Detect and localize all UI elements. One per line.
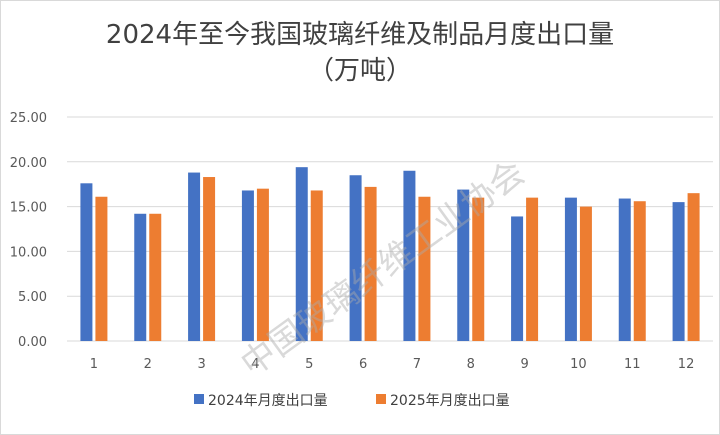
x-tick-label: 3 xyxy=(197,357,205,372)
x-tick-label: 10 xyxy=(570,357,587,372)
bar-2024 xyxy=(134,213,147,341)
bar-2025 xyxy=(526,197,539,341)
legend-label-2024: 2024年月度出口量 xyxy=(208,393,328,409)
bar-2025 xyxy=(203,177,216,341)
y-tick-label: 20.00 xyxy=(10,156,47,171)
bar-2024 xyxy=(457,189,470,341)
x-tick-label: 8 xyxy=(467,357,475,372)
legend-swatch-2025 xyxy=(376,394,386,404)
bar-2024 xyxy=(295,167,308,341)
x-tick-label: 6 xyxy=(359,357,367,372)
x-tick-label: 12 xyxy=(678,357,695,372)
bar-2025 xyxy=(310,190,323,341)
bar-2025 xyxy=(95,196,108,341)
bar-2025 xyxy=(149,213,162,341)
x-tick-label: 2 xyxy=(144,357,152,372)
bar-2025 xyxy=(256,188,269,341)
bar-2025 xyxy=(418,196,431,341)
chart-title-main: 2024年至今我国玻璃纤维及制品月度出口量 xyxy=(105,20,615,50)
x-tick-label: 7 xyxy=(413,357,421,372)
bar-2024 xyxy=(80,183,93,341)
legend-swatch-2024 xyxy=(194,394,204,404)
chart-title: 2024年至今我国玻璃纤维及制品月度出口量 （万吨） xyxy=(1,17,719,89)
bar-2025 xyxy=(472,197,485,341)
bar-2025 xyxy=(364,186,377,341)
y-tick-label: 0.00 xyxy=(18,335,47,350)
chart-title-unit: （万吨） xyxy=(307,56,412,86)
x-tick-label: 5 xyxy=(305,357,313,372)
bar-2024 xyxy=(349,175,362,341)
y-tick-label: 10.00 xyxy=(10,245,47,260)
bar-2024 xyxy=(564,197,577,341)
x-tick-label: 11 xyxy=(624,357,641,372)
y-tick-label: 15.00 xyxy=(10,201,47,216)
bar-2025 xyxy=(579,206,592,341)
bar-2024 xyxy=(403,170,416,341)
bar-2024 xyxy=(672,202,685,341)
x-tick-label: 9 xyxy=(520,357,528,372)
y-tick-label: 25.00 xyxy=(10,111,47,126)
bar-2025 xyxy=(633,201,646,341)
x-tick-label: 4 xyxy=(251,357,259,372)
legend-label-2025: 2025年月度出口量 xyxy=(390,393,510,409)
bar-2025 xyxy=(687,193,700,341)
bar-2024 xyxy=(188,172,201,341)
y-tick-label: 5.00 xyxy=(18,290,47,305)
bar-2024 xyxy=(511,216,524,341)
bar-2024 xyxy=(241,190,254,341)
x-tick-label: 1 xyxy=(90,357,98,372)
bar-2024 xyxy=(618,198,631,341)
